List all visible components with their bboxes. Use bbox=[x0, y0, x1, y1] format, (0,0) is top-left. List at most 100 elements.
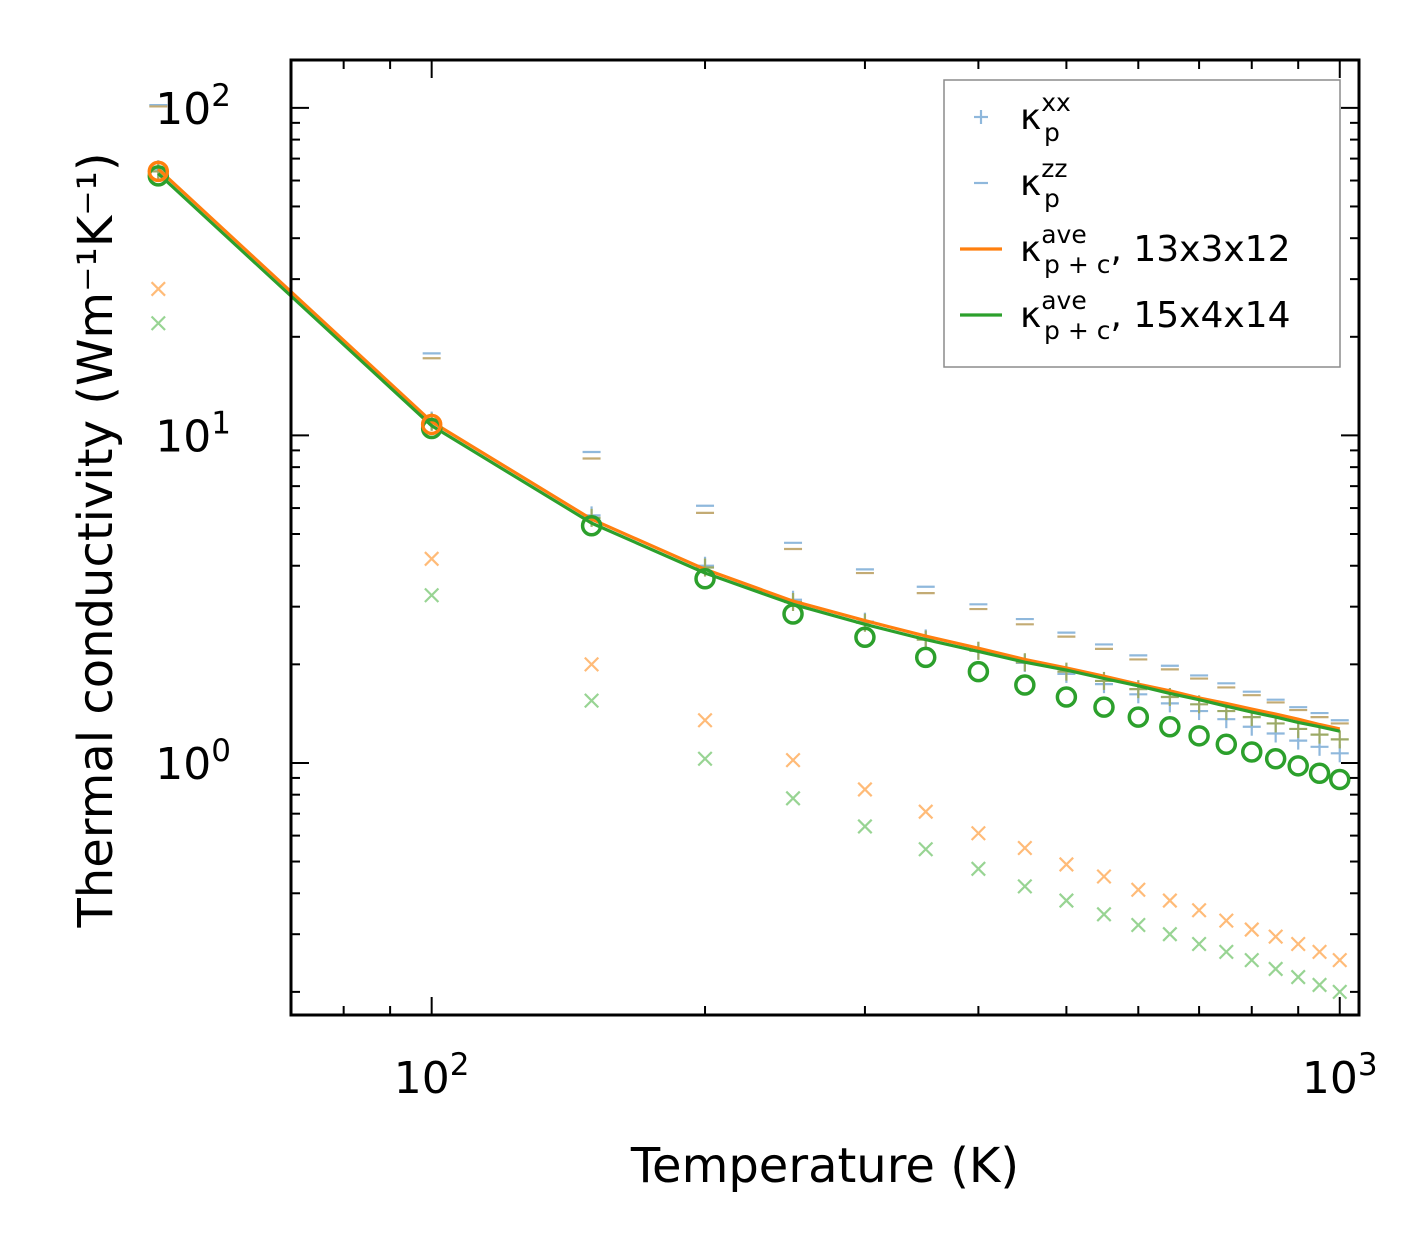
x-b bbox=[1268, 961, 1284, 977]
data-point bbox=[918, 841, 934, 857]
x-b bbox=[1058, 856, 1074, 872]
x-b bbox=[857, 818, 873, 834]
data-point bbox=[697, 712, 713, 728]
x-b bbox=[1162, 926, 1178, 942]
data-point bbox=[1159, 715, 1181, 738]
data-point bbox=[857, 781, 873, 797]
series-3 bbox=[149, 105, 1349, 725]
series-line bbox=[157, 167, 1341, 731]
y-tick-label: 101 bbox=[155, 405, 231, 462]
data-point bbox=[1244, 922, 1260, 938]
y-tick-label: 100 bbox=[155, 733, 231, 790]
data-point bbox=[1329, 768, 1351, 791]
data-point bbox=[1264, 747, 1287, 770]
x-b bbox=[1244, 952, 1260, 968]
x-b bbox=[970, 825, 986, 841]
legend-entry-3: κave p + c, 15x4x14 bbox=[960, 286, 1291, 345]
data-point bbox=[1218, 944, 1234, 960]
x-b bbox=[424, 551, 440, 567]
data-point bbox=[785, 790, 801, 806]
x-b bbox=[1017, 840, 1033, 856]
data-point bbox=[150, 281, 166, 297]
data-point bbox=[147, 160, 170, 183]
series-8 bbox=[147, 165, 1351, 791]
plot-frame bbox=[289, 58, 1361, 1017]
data-point bbox=[1130, 917, 1146, 933]
x-b bbox=[1290, 936, 1306, 952]
data-point bbox=[1014, 674, 1036, 696]
data-point bbox=[785, 752, 801, 768]
data-point bbox=[150, 315, 166, 331]
x-b bbox=[1130, 882, 1146, 898]
data-point bbox=[1096, 906, 1112, 922]
legend-entry-0: κxx p bbox=[974, 88, 1071, 147]
data-point bbox=[420, 413, 443, 436]
data-point bbox=[584, 693, 600, 709]
x-b bbox=[1191, 936, 1207, 952]
series-2 bbox=[149, 103, 1349, 722]
data-point bbox=[1058, 856, 1074, 872]
legend-marker bbox=[974, 110, 988, 124]
legend-box bbox=[943, 79, 1341, 368]
data-point bbox=[1058, 893, 1074, 909]
data-point bbox=[1191, 936, 1207, 952]
legend-entry-1: κzz p bbox=[974, 154, 1067, 213]
data-point bbox=[1055, 686, 1078, 708]
x-b bbox=[1312, 977, 1328, 993]
data-point bbox=[697, 751, 713, 767]
x-b bbox=[1017, 878, 1033, 894]
x-b bbox=[857, 781, 873, 797]
x-b bbox=[584, 693, 600, 709]
x-b bbox=[1096, 906, 1112, 922]
plot-content bbox=[147, 103, 1351, 1000]
data-point bbox=[970, 861, 986, 877]
x-tick-label: 103 bbox=[1302, 1047, 1378, 1104]
data-point bbox=[1290, 936, 1306, 952]
data-point bbox=[967, 660, 990, 683]
x-b bbox=[1290, 969, 1306, 985]
data-point bbox=[1218, 913, 1234, 929]
data-point bbox=[1244, 952, 1260, 968]
x-b bbox=[1218, 913, 1234, 929]
x-b bbox=[785, 790, 801, 806]
x-b bbox=[424, 587, 440, 603]
y-tick-label: 102 bbox=[155, 78, 231, 135]
data-point bbox=[424, 587, 440, 603]
legend-label: κave p + c, 15x4x14 bbox=[1020, 286, 1291, 345]
data-point bbox=[782, 603, 804, 625]
data-point bbox=[1162, 893, 1178, 909]
x-b bbox=[1162, 893, 1178, 909]
legend-label: κxx p bbox=[1020, 88, 1071, 147]
data-point bbox=[918, 804, 934, 820]
data-point bbox=[914, 646, 937, 669]
x-b bbox=[697, 751, 713, 767]
data-point bbox=[1127, 706, 1150, 728]
data-point bbox=[1290, 969, 1306, 985]
series-9 bbox=[147, 160, 443, 436]
data-point bbox=[1096, 869, 1112, 885]
data-point bbox=[1332, 952, 1348, 968]
data-point bbox=[1312, 944, 1328, 960]
legend-entry-2: κave p + c, 13x3x12 bbox=[960, 220, 1291, 279]
data-point bbox=[1191, 902, 1207, 918]
x-b bbox=[918, 804, 934, 820]
x-b bbox=[970, 861, 986, 877]
x-b bbox=[150, 281, 166, 297]
data-point bbox=[694, 568, 716, 590]
data-point bbox=[1241, 741, 1263, 763]
x-b bbox=[785, 752, 801, 768]
x-b bbox=[1332, 984, 1348, 1000]
series-4 bbox=[150, 281, 1348, 968]
data-point bbox=[1330, 730, 1349, 749]
data-point bbox=[1332, 984, 1348, 1000]
data-point bbox=[1268, 961, 1284, 977]
x-b bbox=[1130, 917, 1146, 933]
legend-label: κave p + c, 13x3x12 bbox=[1020, 220, 1291, 279]
data-point bbox=[857, 818, 873, 834]
x-tick-label: 102 bbox=[394, 1047, 470, 1104]
data-point bbox=[1017, 878, 1033, 894]
data-point bbox=[584, 656, 600, 672]
data-point bbox=[424, 551, 440, 567]
data-point bbox=[1268, 929, 1284, 945]
series-5 bbox=[150, 315, 1348, 1000]
